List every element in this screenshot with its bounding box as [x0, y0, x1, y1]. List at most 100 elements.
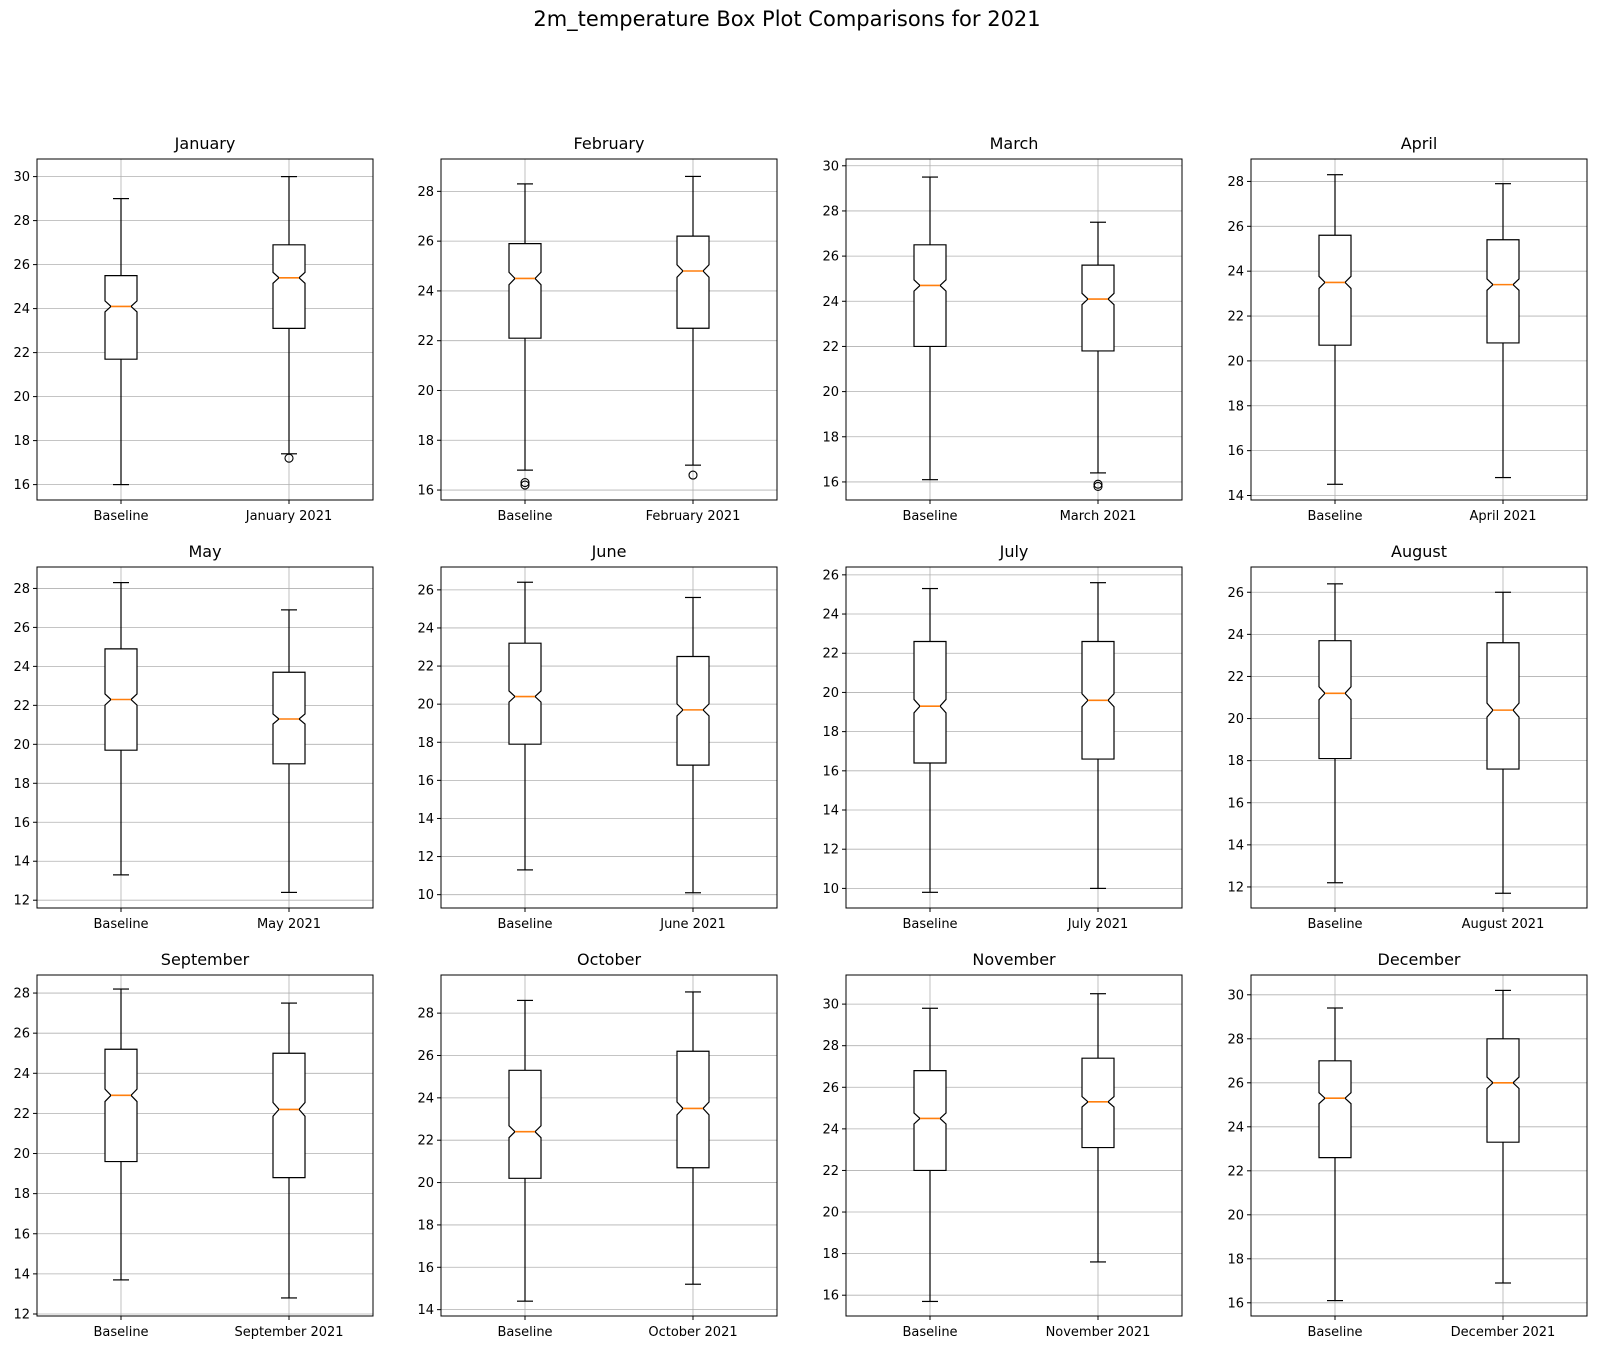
subplot-january: January 16 18 20 22 24 26 28 30 Baseline January 2… [13, 134, 374, 524]
subplot-february: February 16 18 20 22 24 26 28 Baseline February 2… [417, 134, 778, 524]
box-body [1318, 640, 1352, 760]
box-baseline [913, 1007, 947, 1303]
subplot-december: December 16 18 20 22 24 26 28 30 Baseline December… [1227, 950, 1588, 1340]
y-tick-label: 26 [1227, 586, 1244, 601]
x-tick-label: Baseline [93, 509, 148, 524]
box-body [1081, 1057, 1115, 1149]
y-tick-label: 20 [822, 385, 839, 400]
x-tick-label: Baseline [902, 509, 957, 524]
y-tick-label: 20 [13, 738, 30, 753]
y-tick-label: 26 [417, 235, 434, 250]
y-tick-label: 30 [1227, 988, 1244, 1003]
y-tick-label: 10 [417, 888, 434, 903]
y-tick-label: 28 [13, 987, 30, 1002]
y-tick-label: 20 [417, 384, 434, 399]
axes-frame [440, 566, 778, 909]
figure-title: 2m_temperature Box Plot Comparisons for … [533, 7, 1040, 32]
y-tick-label: 12 [822, 843, 839, 858]
x-tick-label: August 2021 [1462, 917, 1545, 932]
subplot-title: June [591, 542, 627, 561]
box-body [104, 1048, 138, 1163]
outlier-point [1093, 479, 1103, 489]
box-body [1486, 642, 1520, 770]
y-tick-label: 26 [13, 258, 30, 273]
y-tick-label: 24 [13, 302, 30, 317]
y-tick-label: 18 [1227, 399, 1244, 414]
y-tick-label: 22 [822, 340, 839, 355]
box-body [1486, 1038, 1520, 1143]
axes-frame [1250, 158, 1588, 501]
y-tick-label: 16 [1227, 796, 1244, 811]
x-tick-label: September 2021 [234, 1325, 343, 1340]
box-baseline [104, 198, 138, 486]
y-tick-label: 12 [1227, 880, 1244, 895]
y-tick-label: 16 [417, 1261, 434, 1276]
box-body [913, 244, 947, 348]
box-baseline [913, 587, 947, 893]
y-tick-label: 16 [822, 1289, 839, 1304]
subplot-title: September [161, 950, 250, 969]
y-tick-label: 28 [822, 204, 839, 219]
y-tick-label: 26 [13, 621, 30, 636]
y-tick-label: 28 [1227, 175, 1244, 190]
y-tick-label: 24 [417, 621, 434, 636]
x-tick-label: Baseline [497, 917, 552, 932]
y-tick-label: 30 [822, 159, 839, 174]
y-tick-label: 16 [1227, 444, 1244, 459]
y-tick-label: 26 [13, 1027, 30, 1042]
y-tick-label: 20 [13, 390, 30, 405]
y-tick-label: 22 [822, 1164, 839, 1179]
y-tick-label: 12 [13, 894, 30, 909]
box-current-year [272, 609, 306, 894]
axes-frame [36, 974, 374, 1317]
y-tick-label: 28 [13, 582, 30, 597]
y-tick-label: 28 [13, 214, 30, 229]
box-current-year [1486, 183, 1520, 479]
y-tick-label: 24 [417, 1091, 434, 1106]
y-tick-label: 16 [822, 764, 839, 779]
y-tick-label: 22 [13, 1107, 30, 1122]
subplot-title: November [972, 950, 1056, 969]
y-tick-label: 20 [1227, 354, 1244, 369]
box-baseline [1318, 174, 1352, 485]
box-body [676, 235, 710, 329]
x-tick-label: Baseline [1307, 917, 1362, 932]
y-tick-label: 26 [1227, 220, 1244, 235]
y-tick-label: 14 [1227, 489, 1244, 504]
subplot-grid: January 16 18 20 22 24 26 28 30 Baseline January 2… [13, 134, 1588, 1340]
y-tick-label: 16 [417, 484, 434, 499]
box-baseline [104, 581, 138, 876]
y-tick-label: 18 [822, 725, 839, 740]
box-body [1318, 1060, 1352, 1159]
x-tick-label: Baseline [1307, 1325, 1362, 1340]
box-current-year [676, 175, 710, 480]
box-body [1081, 264, 1115, 352]
axes-frame [1250, 974, 1588, 1317]
subplot-april: April 14 16 18 20 22 24 26 28 Baseline April 2021 [1227, 134, 1588, 524]
box-baseline [104, 988, 138, 1281]
box-current-year [1486, 989, 1520, 1284]
y-tick-label: 26 [417, 1049, 434, 1064]
y-tick-label: 22 [13, 346, 30, 361]
axes-frame [440, 974, 778, 1317]
x-tick-label: Baseline [902, 1325, 957, 1340]
box-baseline [1318, 583, 1352, 884]
x-tick-label: Baseline [93, 1325, 148, 1340]
box-body [676, 1050, 710, 1169]
box-current-year [676, 596, 710, 894]
y-tick-label: 26 [822, 1081, 839, 1096]
y-tick-label: 28 [417, 185, 434, 200]
x-tick-label: July 2021 [1067, 917, 1129, 932]
subplot-july: July 10 12 14 16 18 20 22 24 26 Baseline July 2021 [822, 542, 1183, 932]
box-current-year [1081, 221, 1115, 492]
y-tick-label: 18 [13, 777, 30, 792]
x-tick-label: Baseline [497, 509, 552, 524]
axes-frame [845, 158, 1183, 501]
y-tick-label: 24 [13, 660, 30, 675]
y-tick-label: 14 [822, 804, 839, 819]
y-tick-label: 22 [13, 699, 30, 714]
y-tick-label: 26 [417, 583, 434, 598]
subplot-title: January [174, 134, 236, 153]
x-tick-label: Baseline [497, 1325, 552, 1340]
